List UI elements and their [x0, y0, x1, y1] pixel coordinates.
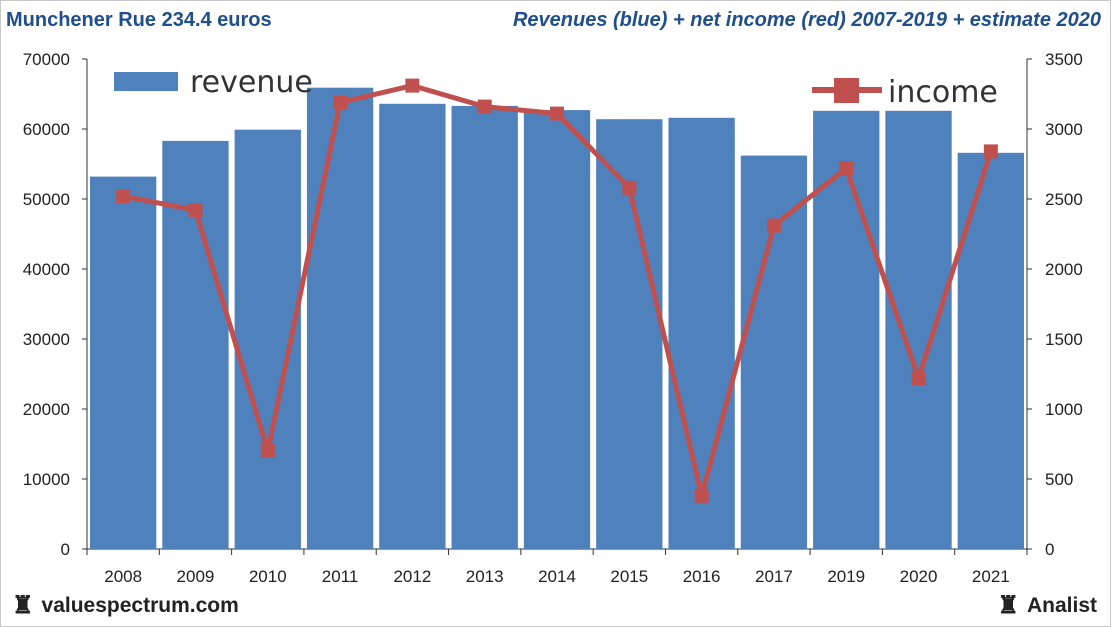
- right-tick-label: 3000: [1045, 120, 1083, 139]
- x-tick-label: 2008: [104, 567, 142, 586]
- revenue-bar: [885, 110, 952, 550]
- chart-title: Revenues (blue) + net income (red) 2007-…: [512, 9, 1101, 31]
- x-tick-label: 2021: [972, 567, 1010, 586]
- legend-income-marker: [834, 78, 859, 103]
- left-tick-label: 50000: [23, 190, 70, 209]
- income-marker: [188, 203, 203, 218]
- revenue-bar: [523, 110, 591, 549]
- rook-icon: ♜: [997, 592, 1019, 619]
- footer-analist-label: Analist: [1026, 594, 1097, 617]
- right-tick-label: 1000: [1045, 400, 1083, 419]
- left-tick-label: 60000: [23, 120, 70, 139]
- footer-analist: ♜ Analist: [997, 594, 1097, 618]
- stock-title: Munchener Rue 234.4 euros: [6, 9, 272, 31]
- income-marker: [260, 444, 275, 458]
- income-marker: [694, 488, 709, 503]
- income-marker: [766, 218, 781, 233]
- left-tick-label: 0: [61, 540, 70, 559]
- x-tick-label: 2011: [322, 567, 359, 586]
- income-marker: [983, 144, 998, 159]
- x-tick-label: 2014: [538, 567, 576, 586]
- right-tick-label: 500: [1045, 470, 1073, 489]
- revenue-bar: [451, 105, 518, 550]
- x-tick-label: 2013: [466, 567, 504, 586]
- x-tick-label: 2009: [177, 567, 215, 586]
- right-tick-label: 3500: [1045, 50, 1083, 69]
- income-marker: [622, 180, 637, 195]
- income-marker: [839, 161, 854, 176]
- x-tick-label: 2020: [900, 567, 938, 586]
- left-tick-label: 40000: [23, 260, 70, 279]
- income-marker: [550, 106, 564, 121]
- revenue-bar: [90, 176, 157, 549]
- right-tick-label: 1500: [1045, 330, 1083, 349]
- footer-site: valuespectrum.com: [41, 594, 239, 617]
- right-tick-label: 2500: [1045, 190, 1083, 209]
- rook-icon: ♜: [12, 592, 34, 619]
- x-tick-label: 2010: [249, 567, 287, 586]
- income-marker: [477, 99, 492, 114]
- left-tick-label: 30000: [23, 330, 70, 349]
- left-tick-label: 10000: [23, 470, 70, 489]
- right-tick-label: 0: [1045, 540, 1054, 559]
- revenue-bar: [957, 152, 1024, 550]
- footer-brand: ♜ valuespectrum.com: [12, 594, 239, 618]
- legend-revenue-label: revenue: [190, 65, 313, 100]
- revenue-bar: [668, 117, 735, 550]
- revenue-bar: [813, 110, 880, 550]
- income-marker: [333, 95, 348, 110]
- x-tick-label: 2019: [827, 567, 865, 586]
- income-marker: [405, 78, 420, 93]
- income-marker: [911, 371, 926, 386]
- left-tick-label: 20000: [23, 400, 70, 419]
- revenue-bar: [379, 103, 446, 550]
- revenue-bar: [306, 87, 374, 549]
- left-tick-label: 70000: [23, 50, 70, 69]
- legend-income-label: income: [888, 75, 998, 110]
- x-tick-label: 2017: [755, 567, 793, 586]
- x-tick-label: 2012: [393, 567, 431, 586]
- x-tick-label: 2016: [683, 567, 721, 586]
- legend-revenue-swatch: [114, 72, 178, 91]
- income-marker: [116, 189, 131, 204]
- right-tick-label: 2000: [1045, 260, 1083, 279]
- revenue-bar: [740, 155, 808, 549]
- revenue-bar: [162, 140, 229, 549]
- x-tick-label: 2015: [610, 567, 648, 586]
